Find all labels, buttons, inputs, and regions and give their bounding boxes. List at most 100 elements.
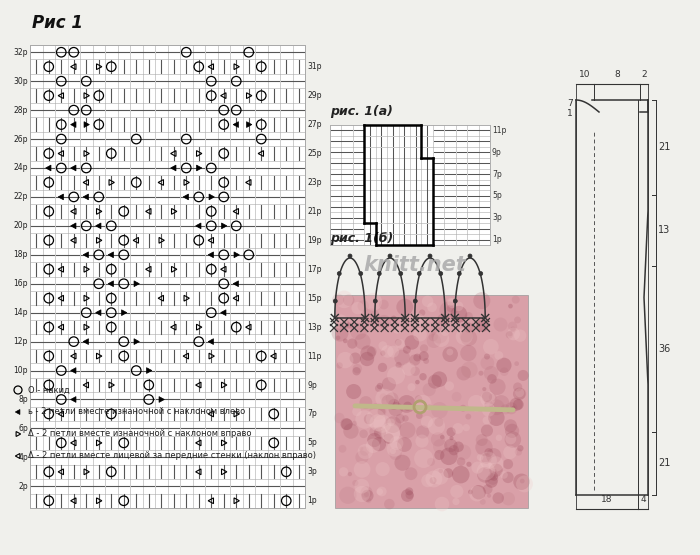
Polygon shape	[71, 397, 76, 402]
Polygon shape	[221, 223, 227, 229]
Circle shape	[382, 345, 393, 358]
Text: 22р: 22р	[13, 193, 28, 201]
Polygon shape	[83, 252, 88, 258]
Circle shape	[401, 489, 414, 502]
Text: ь - 2 петли вместе изнаночной с наклоном влево: ь - 2 петли вместе изнаночной с наклоном…	[28, 407, 245, 416]
Text: 4р: 4р	[18, 453, 28, 462]
Circle shape	[482, 416, 491, 425]
Circle shape	[457, 457, 466, 466]
Polygon shape	[71, 122, 76, 128]
Polygon shape	[15, 410, 20, 415]
Circle shape	[378, 363, 387, 372]
Polygon shape	[146, 367, 152, 374]
Text: 8р: 8р	[18, 395, 28, 404]
Circle shape	[364, 293, 382, 311]
Circle shape	[500, 471, 508, 479]
Polygon shape	[71, 165, 76, 171]
Circle shape	[461, 361, 477, 378]
Circle shape	[512, 406, 515, 410]
Circle shape	[508, 304, 513, 309]
Circle shape	[435, 418, 443, 427]
Circle shape	[428, 417, 445, 435]
Circle shape	[488, 473, 496, 480]
Circle shape	[403, 402, 412, 411]
Circle shape	[390, 448, 396, 454]
Circle shape	[359, 430, 368, 438]
Text: О - накид: О - накид	[28, 386, 70, 395]
Text: 21р: 21р	[307, 207, 321, 216]
Text: 31р: 31р	[307, 62, 321, 71]
Circle shape	[421, 474, 435, 487]
Text: 26р: 26р	[13, 134, 28, 144]
Text: 20р: 20р	[13, 221, 28, 230]
Circle shape	[468, 395, 484, 412]
Circle shape	[476, 434, 488, 446]
Circle shape	[379, 393, 387, 401]
Circle shape	[437, 314, 449, 326]
Circle shape	[413, 328, 427, 341]
Circle shape	[438, 468, 443, 473]
Text: 18: 18	[601, 495, 612, 504]
Circle shape	[433, 331, 449, 347]
Circle shape	[377, 408, 386, 416]
Circle shape	[402, 362, 416, 376]
Circle shape	[421, 416, 433, 428]
Circle shape	[493, 492, 504, 504]
Circle shape	[349, 352, 361, 364]
Polygon shape	[208, 252, 213, 258]
Circle shape	[504, 419, 517, 432]
Circle shape	[341, 418, 353, 430]
Circle shape	[417, 271, 421, 276]
Bar	[335, 295, 528, 508]
Text: 12р: 12р	[13, 337, 28, 346]
Circle shape	[453, 441, 464, 452]
Circle shape	[338, 322, 344, 328]
Polygon shape	[220, 310, 226, 316]
Circle shape	[359, 447, 363, 451]
Circle shape	[483, 485, 493, 494]
Bar	[30, 45, 305, 508]
Bar	[330, 125, 490, 245]
Circle shape	[366, 498, 371, 503]
Circle shape	[508, 321, 517, 331]
Circle shape	[447, 305, 454, 312]
Circle shape	[434, 450, 444, 460]
Text: рис. 1(б): рис. 1(б)	[330, 232, 393, 245]
Circle shape	[415, 380, 420, 385]
Circle shape	[374, 427, 386, 438]
Text: 3р: 3р	[307, 467, 316, 476]
Circle shape	[427, 404, 432, 408]
Circle shape	[379, 341, 387, 350]
Circle shape	[503, 446, 517, 459]
Circle shape	[447, 349, 453, 355]
Circle shape	[393, 325, 401, 334]
Circle shape	[364, 414, 374, 424]
Polygon shape	[197, 165, 202, 171]
Circle shape	[510, 398, 523, 411]
Circle shape	[477, 467, 493, 483]
Text: knitt.net: knitt.net	[363, 255, 466, 275]
Circle shape	[513, 399, 524, 410]
Circle shape	[487, 474, 498, 485]
Circle shape	[466, 462, 472, 467]
Polygon shape	[122, 310, 127, 316]
Circle shape	[389, 448, 402, 460]
Circle shape	[433, 439, 447, 453]
Circle shape	[419, 310, 426, 316]
Circle shape	[471, 462, 484, 473]
Circle shape	[452, 498, 460, 505]
Circle shape	[452, 466, 470, 483]
Circle shape	[361, 490, 374, 502]
Circle shape	[514, 361, 519, 366]
Text: 7р: 7р	[492, 170, 502, 179]
Circle shape	[440, 327, 449, 336]
Circle shape	[387, 346, 399, 357]
Text: 16р: 16р	[13, 279, 28, 288]
Circle shape	[333, 299, 337, 303]
Circle shape	[439, 271, 442, 276]
Circle shape	[488, 410, 505, 426]
Circle shape	[364, 492, 369, 497]
Circle shape	[502, 492, 515, 506]
Circle shape	[514, 316, 521, 324]
Text: 9р: 9р	[307, 381, 316, 390]
